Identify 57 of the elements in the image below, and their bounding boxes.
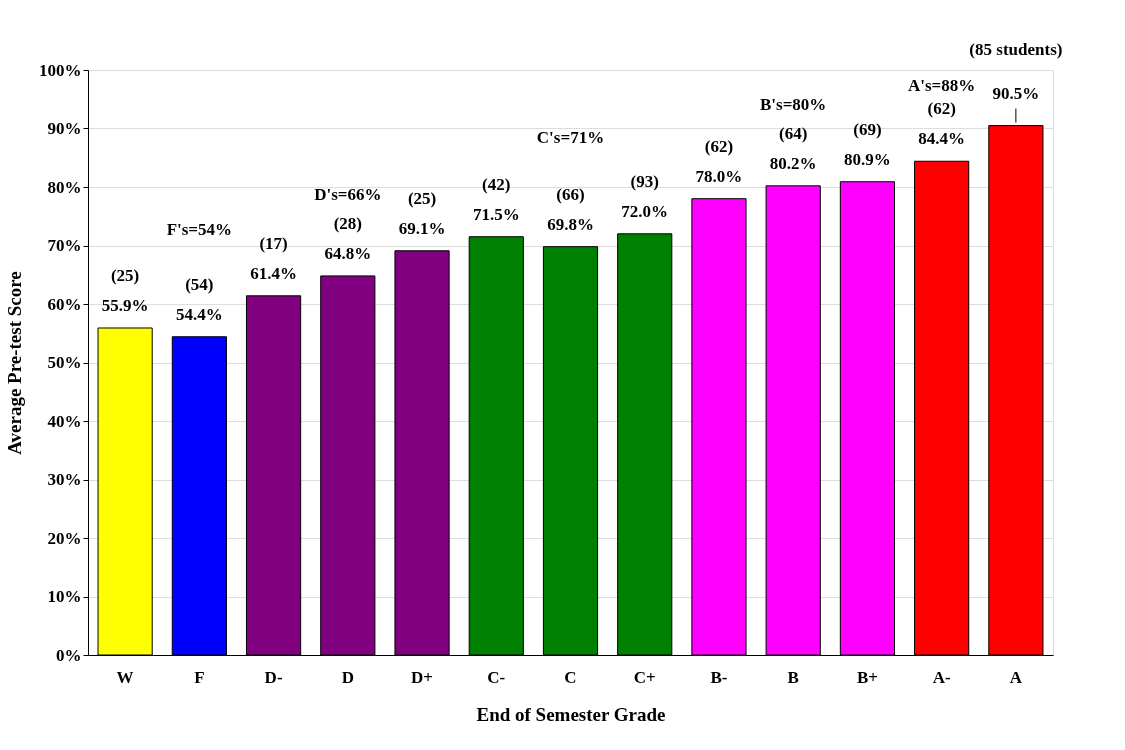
y-tick-label: 20% — [47, 528, 82, 548]
data-label: 80.9% — [844, 149, 891, 169]
data-label: 84.4% — [918, 129, 966, 149]
data-label: 80.2% — [769, 153, 817, 173]
y-axis-title: Average Pre-test Score — [4, 271, 25, 455]
text: (85 students) — [969, 39, 1063, 59]
annotation: (69) — [853, 119, 882, 139]
y-tick-label: 80% — [47, 177, 82, 197]
annotation: (62) — [704, 136, 734, 156]
annotation: (28) — [333, 213, 362, 233]
y-tick-label: 40% — [47, 411, 82, 431]
data-label: 90.5% — [992, 83, 1040, 103]
annotation: (42) — [482, 174, 511, 194]
x-tick-label: D- — [264, 667, 283, 687]
y-tick-label: 30% — [47, 470, 82, 489]
x-tick-label: B+ — [856, 667, 878, 687]
annotation: (25) — [110, 265, 140, 285]
annotation: (64) — [779, 123, 808, 143]
x-tick-label: A — [1009, 667, 1023, 687]
annotation: A's=88% — [908, 76, 976, 95]
data-label: 69.1% — [398, 218, 446, 238]
x-tick-label: C+ — [633, 667, 656, 687]
x-tick-label: C — [564, 667, 577, 687]
data-label: 54.4% — [175, 304, 223, 324]
x-tick-label: F — [194, 667, 205, 687]
data-label: 71.5% — [472, 204, 520, 224]
annotation: (93) — [630, 171, 659, 191]
annotation: B's=80% — [760, 95, 827, 114]
annotation: F's=54% — [166, 220, 233, 239]
x-tick-label: W — [116, 667, 134, 687]
data-label: 55.9% — [101, 295, 149, 315]
annotation: (17) — [259, 233, 288, 253]
data-label: 78.0% — [695, 166, 743, 186]
y-tick-label: 10% — [47, 587, 82, 606]
x-tick-label: D+ — [411, 667, 434, 687]
y-tick-label: 90% — [47, 119, 82, 138]
data-label: 64.8% — [324, 243, 372, 263]
y-tick-label: 70% — [47, 236, 82, 255]
data-label: 69.8% — [547, 214, 594, 234]
y-tick-label: 60% — [47, 294, 82, 314]
annotation: (66) — [556, 184, 585, 204]
data-label: 72.0% — [621, 201, 669, 221]
x-axis-title: End of Semester Grade — [476, 703, 666, 725]
data-label: 61.4% — [250, 263, 297, 283]
y-tick-label: 50% — [47, 353, 82, 372]
x-tick-label: A- — [932, 667, 951, 687]
y-tick-label: 100% — [39, 60, 82, 80]
y-tick-label: 0% — [56, 645, 82, 665]
x-tick-label: B — [787, 667, 799, 687]
annotation: (54) — [185, 274, 214, 294]
annotation: (62) — [927, 99, 956, 119]
annotation: D's=66% — [314, 185, 382, 204]
annotation: (25) — [407, 188, 437, 208]
annotation: C's=71% — [536, 128, 605, 147]
x-tick-label: D — [341, 667, 354, 687]
x-tick-label: B- — [710, 667, 728, 687]
x-tick-label: C- — [487, 667, 506, 687]
